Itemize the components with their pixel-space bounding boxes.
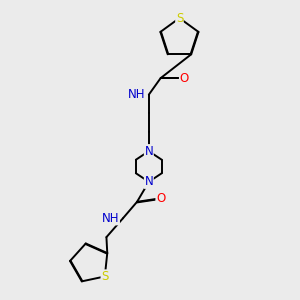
Text: S: S — [176, 12, 183, 25]
Text: NH: NH — [102, 212, 119, 225]
Text: O: O — [179, 72, 189, 85]
Text: O: O — [156, 192, 165, 205]
Text: S: S — [101, 270, 109, 283]
Text: N: N — [144, 145, 153, 158]
Text: NH: NH — [128, 88, 145, 101]
Text: N: N — [144, 175, 153, 188]
